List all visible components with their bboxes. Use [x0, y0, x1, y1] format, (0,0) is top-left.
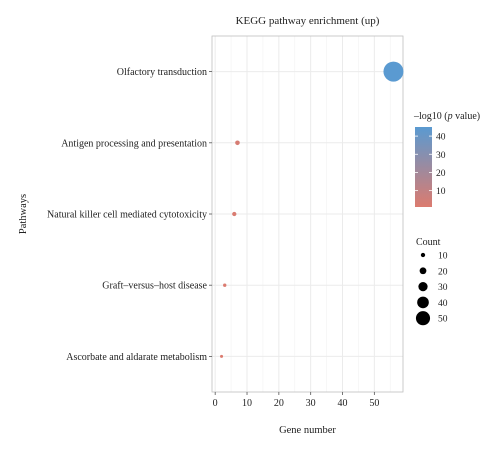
data-point [383, 61, 404, 82]
data-point [235, 140, 240, 146]
color-legend-title-italic: p [447, 111, 453, 122]
color-legend-title-prefix: –log10 ( [413, 111, 448, 122]
size-legend-label: 50 [438, 315, 448, 325]
data-point [223, 283, 227, 287]
x-tick-label: 50 [369, 398, 379, 409]
y-category-label: Ascorbate and aldarate metabolism [66, 352, 207, 363]
size-legend-label: 30 [438, 283, 448, 293]
y-category-label: Graft–versus–host disease [102, 281, 207, 292]
y-category-label: Antigen processing and presentation [61, 138, 207, 149]
size-legend-key [415, 311, 431, 326]
chart-title: KEGG pathway enrichment (up) [236, 15, 380, 27]
size-legend-label: 20 [438, 267, 448, 277]
size-legend-key [420, 252, 426, 258]
x-tick-label: 10 [242, 398, 252, 409]
color-legend-title-suffix: value) [453, 111, 481, 122]
size-legend-key [419, 267, 427, 275]
size-legend-key [417, 296, 429, 309]
x-tick-label: 0 [213, 398, 218, 409]
size-legend-label: 10 [438, 252, 448, 262]
data-point [220, 354, 224, 358]
y-axis-title: Pathways [18, 194, 29, 234]
x-axis-title: Gene number [279, 425, 336, 436]
color-legend-tick-label: 40 [436, 133, 446, 143]
x-tick-label: 30 [306, 398, 316, 409]
x-tick-label: 40 [338, 398, 348, 409]
size-legend-key [418, 281, 428, 292]
color-legend-bar [415, 127, 432, 207]
x-tick-label: 20 [274, 398, 284, 409]
data-point [232, 211, 237, 217]
color-legend-tick-label: 10 [436, 187, 446, 197]
size-legend-label: 40 [438, 299, 448, 309]
size-legend-title: Count [416, 237, 441, 248]
y-category-label: Olfactory transduction [117, 67, 207, 78]
color-legend-tick-label: 30 [436, 151, 446, 161]
y-category-label: Natural killer cell mediated cytotoxicit… [47, 210, 207, 221]
color-legend-tick-label: 20 [436, 169, 446, 179]
color-legend-title: –log10 (p value) [413, 111, 480, 122]
